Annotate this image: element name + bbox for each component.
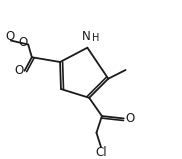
Text: Cl: Cl [95,146,107,159]
Text: O: O [5,30,15,43]
Text: O: O [18,36,27,49]
Text: N: N [82,30,91,43]
Text: O: O [14,64,23,77]
Text: H: H [92,33,100,43]
Text: O: O [125,112,134,125]
